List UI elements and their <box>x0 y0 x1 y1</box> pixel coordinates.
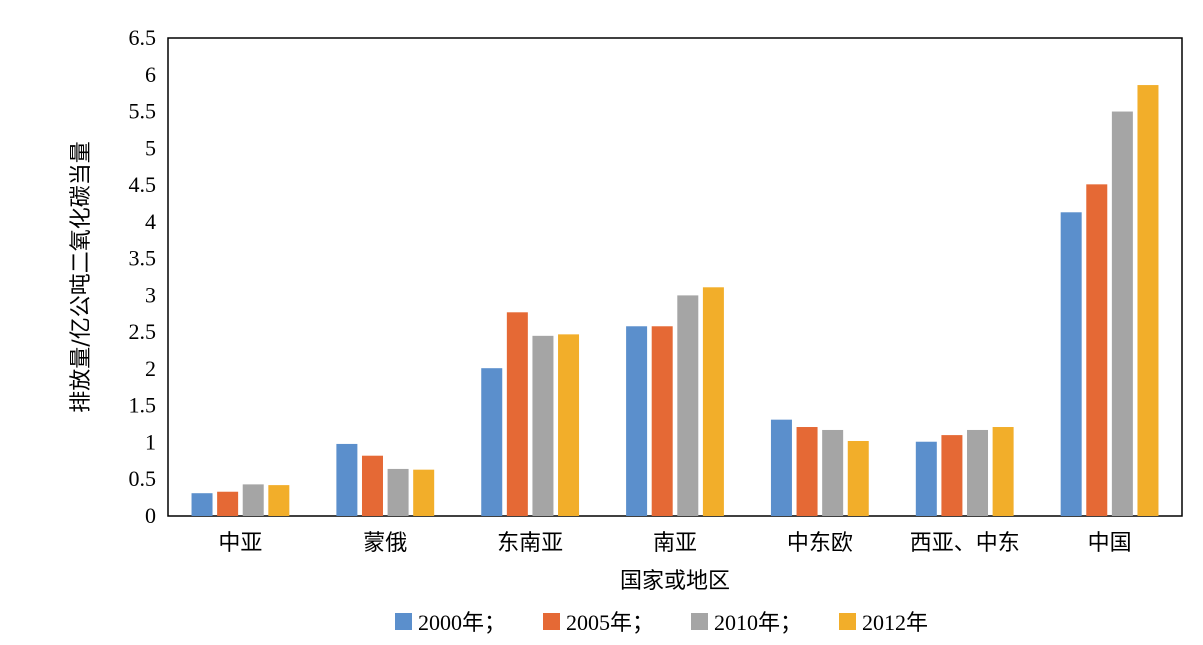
y-tick-label: 5.5 <box>129 99 157 124</box>
bar <box>822 429 844 516</box>
y-tick-label: 3.5 <box>129 246 157 271</box>
legend-swatch <box>543 613 560 630</box>
x-category-label: 西亚、中东 <box>910 531 1020 556</box>
bar <box>626 326 648 516</box>
y-tick-label: 1.5 <box>129 393 157 418</box>
y-tick-label: 5 <box>145 135 156 160</box>
bar <box>1111 111 1133 517</box>
bar <box>1060 212 1082 517</box>
bar <box>506 312 528 516</box>
x-category-label: 中亚 <box>218 531 262 556</box>
bar <box>967 429 989 516</box>
bar <box>268 485 290 516</box>
bar <box>1137 85 1159 517</box>
y-tick-label: 1 <box>145 429 156 454</box>
bars-layer <box>191 85 1159 517</box>
y-tick-label: 6 <box>145 62 156 87</box>
x-category-label: 蒙俄 <box>363 531 407 556</box>
x-category-label: 南亚 <box>653 531 697 556</box>
bar <box>770 419 792 516</box>
legend-swatch <box>839 613 856 630</box>
bar <box>651 326 673 516</box>
y-tick-label: 6.5 <box>129 25 157 50</box>
legend-swatch <box>395 613 412 630</box>
legend-swatch <box>691 613 708 630</box>
y-tick-label: 2.5 <box>129 319 157 344</box>
bar <box>1086 184 1108 516</box>
x-category-label: 东南亚 <box>497 531 563 556</box>
y-axis-title: 排放量/亿公吨二氧化碳当量 <box>69 141 94 412</box>
y-tick-label: 4 <box>145 209 156 234</box>
bar <box>677 295 699 516</box>
bar <box>336 443 358 516</box>
y-tick-label: 0 <box>145 503 156 528</box>
legend-label: 2010年； <box>714 610 802 635</box>
bar <box>992 427 1014 516</box>
bar <box>191 493 213 516</box>
bar <box>361 455 383 516</box>
bar <box>242 484 264 516</box>
x-axis-title: 国家或地区 <box>620 569 730 594</box>
bar <box>915 441 937 516</box>
y-tick-label: 4.5 <box>129 172 157 197</box>
bar <box>413 469 435 516</box>
bar <box>387 468 409 516</box>
bar <box>847 440 869 516</box>
bar <box>481 368 503 516</box>
x-category-label: 中国 <box>1088 531 1132 556</box>
legend-label: 2012年 <box>862 610 928 635</box>
y-tick-label: 0.5 <box>129 466 157 491</box>
bar <box>217 491 239 516</box>
bar <box>532 335 554 516</box>
legend-label: 2005年； <box>566 610 654 635</box>
y-tick-label: 2 <box>145 356 156 381</box>
y-tick-label: 3 <box>145 282 156 307</box>
legend: 2000年； 2005年； 2010年； 2012年 <box>395 610 928 635</box>
x-category-label: 中东欧 <box>787 531 853 556</box>
legend-label: 2000年； <box>418 610 506 635</box>
y-axis-ticks: 0 0.5 1 1.5 2 2.5 3 3.5 4 4.5 5 5.5 6 6.5 <box>129 25 157 528</box>
x-axis-categories: 中亚 蒙俄 东南亚 南亚 中东欧 西亚、中东 中国 <box>218 531 1131 556</box>
bar <box>702 287 724 516</box>
bar <box>796 427 818 516</box>
bar <box>941 435 963 516</box>
bar <box>558 334 580 516</box>
plot-frame <box>167 37 1183 517</box>
